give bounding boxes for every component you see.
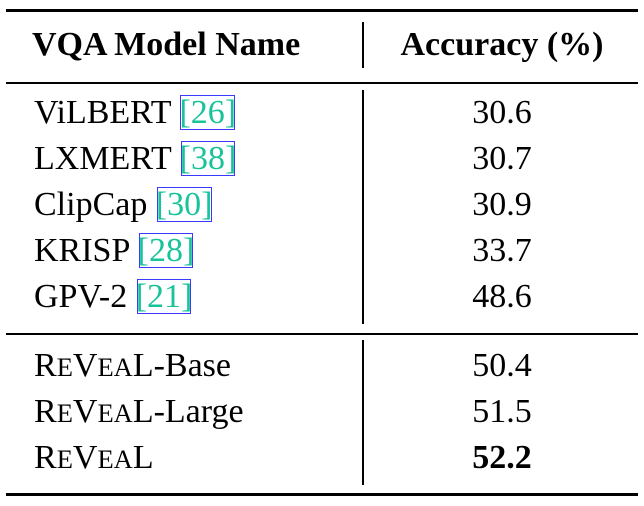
model-name: REVEAL: [34, 435, 154, 482]
model-label-part: V: [72, 393, 98, 430]
header-accuracy: Accuracy (%): [400, 26, 604, 63]
model-label-part: R: [34, 347, 57, 384]
group-rule: [6, 333, 638, 335]
table-top-rule: [6, 9, 638, 12]
model-label-part: L: [132, 347, 154, 384]
model-label-suffix: -Base: [153, 347, 232, 384]
model-name: LXMERT [38]: [34, 136, 236, 182]
accuracy-value: 30.7: [472, 140, 532, 177]
cite-bracket: [: [155, 186, 168, 223]
table-row: REVEAL-Base 50.4: [6, 343, 638, 389]
accuracy-value: 33.7: [472, 232, 532, 269]
citation-link[interactable]: [30]: [156, 186, 213, 223]
accuracy-value-best: 52.2: [472, 439, 532, 476]
model-name: GPV-2 [21]: [34, 274, 192, 320]
accuracy-value: 51.5: [472, 393, 532, 430]
cite-bracket: [: [135, 278, 148, 315]
model-label-part: R: [34, 439, 57, 476]
accuracy-value: 30.9: [472, 186, 532, 223]
cite-number: 21: [147, 278, 182, 315]
table-row: ViLBERT [26] 30.6: [6, 90, 638, 136]
accuracy-value: 50.4: [472, 347, 532, 384]
column-separator: [362, 22, 364, 68]
header-model-name: VQA Model Name: [32, 26, 301, 63]
model-label: ClipCap: [34, 186, 156, 223]
model-label-suffix: -Large: [153, 393, 244, 430]
model-label-part: V: [72, 439, 98, 476]
table-row: KRISP [28] 33.7: [6, 228, 638, 274]
cite-bracket: [: [137, 232, 149, 269]
cite-number: 26: [190, 94, 225, 131]
cite-number: 38: [190, 140, 225, 177]
table-header-row: VQA Model Name Accuracy (%): [6, 22, 638, 68]
cite-bracket: ]: [181, 278, 193, 315]
table-row: GPV-2 [21] 48.6: [6, 274, 638, 320]
citation-link[interactable]: [26]: [179, 94, 236, 131]
citation-link[interactable]: [38]: [180, 140, 237, 177]
model-label-part: E: [56, 398, 73, 428]
model-label-part: EA: [97, 398, 133, 428]
cite-bracket: ]: [224, 140, 237, 177]
table-row: LXMERT [38] 30.7: [6, 136, 638, 182]
results-table: VQA Model Name Accuracy (%) ViLBERT [26]…: [6, 0, 638, 506]
column-separator: [362, 90, 364, 324]
cite-bracket: ]: [224, 94, 237, 131]
model-label-part: L: [132, 439, 154, 476]
column-separator: [362, 340, 364, 485]
model-label-part: V: [72, 347, 98, 384]
accuracy-value: 30.6: [472, 94, 532, 131]
model-label-part: R: [34, 393, 57, 430]
cite-number: 30: [167, 186, 202, 223]
model-label-part: E: [56, 352, 73, 382]
model-label-part: L: [132, 393, 154, 430]
model-label: ViLBERT: [34, 94, 180, 131]
cite-number: 28: [148, 232, 183, 269]
model-name: REVEAL-Large: [34, 389, 244, 436]
accuracy-value: 48.6: [472, 278, 532, 315]
model-label-part: EA: [97, 352, 133, 382]
citation-link[interactable]: [21]: [136, 278, 193, 315]
model-label-part: E: [56, 444, 73, 474]
model-name: ViLBERT [26]: [34, 90, 236, 136]
header-rule: [6, 82, 638, 84]
model-label-part: EA: [97, 444, 133, 474]
table-row: REVEAL-Large 51.5: [6, 389, 638, 435]
citation-link[interactable]: [28]: [138, 232, 195, 269]
model-name: ClipCap [30]: [34, 182, 213, 228]
table-bottom-rule: [6, 493, 638, 496]
cite-bracket: [: [179, 94, 191, 131]
cite-bracket: [: [179, 140, 191, 177]
model-name: KRISP [28]: [34, 228, 194, 274]
model-name: REVEAL-Base: [34, 343, 231, 390]
model-label: LXMERT: [34, 140, 180, 177]
model-label: KRISP: [34, 232, 138, 269]
table-row: ClipCap [30] 30.9: [6, 182, 638, 228]
table-row: REVEAL 52.2: [6, 435, 638, 481]
cite-bracket: ]: [182, 232, 195, 269]
cite-bracket: ]: [201, 186, 213, 223]
model-label: GPV-2: [34, 278, 136, 315]
